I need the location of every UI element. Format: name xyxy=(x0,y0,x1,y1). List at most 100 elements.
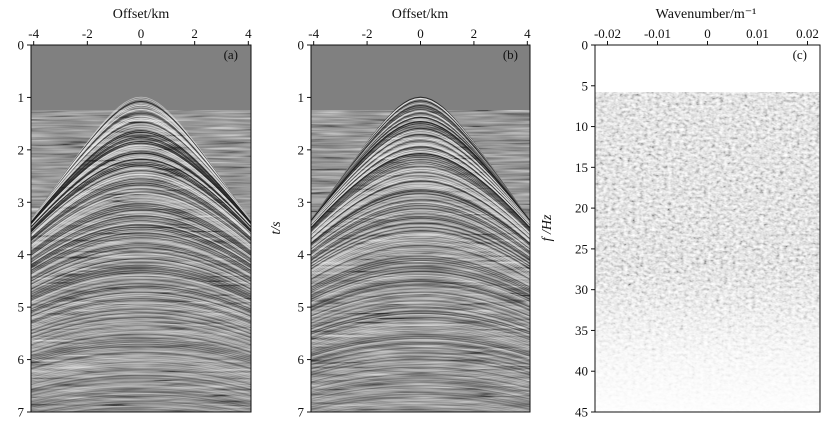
seismic-event xyxy=(311,371,530,387)
seismic-event xyxy=(311,272,530,301)
seismic-event xyxy=(31,321,251,342)
seismic-event xyxy=(31,222,251,265)
seismic-event xyxy=(31,364,251,381)
seismic-event xyxy=(311,112,530,222)
seismic-event xyxy=(311,391,530,406)
seismic-event xyxy=(31,285,251,312)
seismic-event xyxy=(311,156,530,230)
seismic-event xyxy=(311,289,530,315)
seismic-event xyxy=(68,406,214,412)
seismic-event xyxy=(31,131,251,223)
seismic-event xyxy=(31,281,251,308)
seismic-event xyxy=(31,203,251,252)
seismic-event xyxy=(31,306,251,330)
seismic-event xyxy=(311,343,530,362)
seismic-event xyxy=(311,249,530,284)
x-tick-label: -2 xyxy=(82,26,93,41)
x-tick-label: -0.01 xyxy=(644,26,671,41)
seismic-event xyxy=(311,167,530,234)
seismic-event xyxy=(31,391,251,406)
seismic-event xyxy=(31,354,251,372)
seismic-event xyxy=(311,176,530,238)
seismic-event xyxy=(31,309,251,333)
seismic-event xyxy=(31,121,251,222)
y-tick-label: 1 xyxy=(18,90,25,105)
seismic-event xyxy=(31,205,251,253)
seismic-event xyxy=(31,244,251,280)
seismic-event xyxy=(311,207,530,255)
seismic-event xyxy=(31,178,251,239)
seismic-event xyxy=(311,337,530,357)
seismic-event xyxy=(31,163,251,232)
seismic-event xyxy=(311,342,530,361)
seismic-event xyxy=(31,148,251,227)
seismic-event xyxy=(311,331,530,351)
seismic-event xyxy=(311,178,530,239)
x-tick-label: 4 xyxy=(524,26,531,41)
seismic-event xyxy=(311,398,530,412)
seismic-event xyxy=(311,138,530,224)
seismic-event xyxy=(31,383,251,398)
seismic-event xyxy=(35,400,247,412)
seismic-event xyxy=(31,214,251,259)
seismic-event xyxy=(31,333,251,353)
seismic-event xyxy=(311,173,530,237)
seismic-event xyxy=(31,390,251,405)
seismic-event xyxy=(311,352,530,370)
seismic-event xyxy=(311,320,530,342)
panel-c-y-axis-title: f /Hz xyxy=(540,214,555,241)
seismic-event xyxy=(31,188,251,244)
y-tick-label: 1 xyxy=(298,90,305,105)
seismic-event xyxy=(31,158,251,231)
seismic-event xyxy=(311,236,530,274)
seismic-event xyxy=(31,247,251,282)
seismic-event xyxy=(311,258,530,290)
seismic-event xyxy=(311,228,530,269)
seismic-event xyxy=(31,316,251,339)
seismic-event xyxy=(31,318,251,340)
seismic-event xyxy=(311,180,530,240)
seismic-event xyxy=(311,144,530,226)
seismic-event xyxy=(311,130,530,223)
panel-c-fk-spectrum xyxy=(595,45,820,412)
seismic-event xyxy=(31,199,251,250)
seismic-event xyxy=(31,186,251,243)
seismic-event xyxy=(311,209,530,256)
seismic-event xyxy=(31,157,251,230)
seismic-event xyxy=(31,366,251,383)
seismic-event xyxy=(31,136,251,224)
seismic-event xyxy=(31,322,251,344)
seismic-event xyxy=(31,266,251,297)
seismic-event xyxy=(311,224,530,266)
seismic-event xyxy=(311,373,530,389)
seismic-event xyxy=(311,193,530,247)
seismic-event xyxy=(31,140,251,225)
seismic-event xyxy=(311,265,530,297)
panel-b-x-axis-title: Offset/km xyxy=(392,7,449,22)
seismic-event xyxy=(31,274,251,303)
seismic-event xyxy=(311,396,530,410)
seismic-event xyxy=(311,201,530,251)
y-tick-label: 7 xyxy=(18,405,25,420)
seismic-event xyxy=(311,377,530,393)
seismic-event xyxy=(31,287,251,314)
x-tick-label: 0 xyxy=(704,26,711,41)
seismic-event xyxy=(31,201,251,251)
seismic-event xyxy=(311,205,530,253)
seismic-event xyxy=(311,379,530,395)
seismic-event xyxy=(31,379,251,395)
seismic-event xyxy=(311,140,530,225)
seismic-event xyxy=(31,394,251,408)
seismic-event xyxy=(31,356,251,374)
seismic-event xyxy=(313,400,528,412)
y-tick-label: 5 xyxy=(298,300,305,315)
y-tick-label: 35 xyxy=(575,323,588,338)
seismic-event xyxy=(311,243,530,279)
seismic-event xyxy=(311,232,530,272)
seismic-event xyxy=(31,130,251,223)
seismic-event xyxy=(31,209,251,256)
seismic-event xyxy=(31,312,251,335)
seismic-event xyxy=(31,171,251,236)
y-tick-label: 5 xyxy=(582,78,589,93)
